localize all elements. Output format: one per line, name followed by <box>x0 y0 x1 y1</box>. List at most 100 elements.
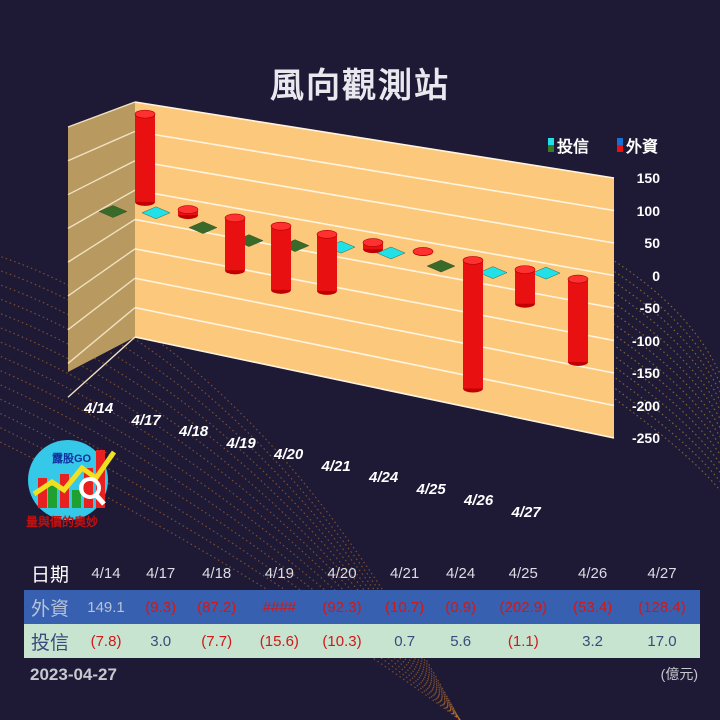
x-tick-label: 4/27 <box>511 503 541 521</box>
bar-top <box>224 213 246 223</box>
dotted-curve <box>0 270 461 720</box>
value-cell: 3.2 <box>561 624 624 658</box>
legend-swatch <box>617 138 623 152</box>
gridline <box>134 130 615 212</box>
dotted-curve <box>559 339 720 474</box>
x-tick-label: 4/19 <box>226 434 256 452</box>
value-cell: (128.4) <box>623 590 700 624</box>
value-cell: (7.8) <box>76 624 137 658</box>
legend-item-investment-trust: 投信 <box>548 133 589 157</box>
bar-body <box>271 226 291 290</box>
y-tick-label: -50 <box>639 300 660 316</box>
date-cell: 4/14 <box>91 564 121 582</box>
chart-3d <box>67 101 615 439</box>
trust-marker <box>376 246 406 260</box>
y-tick-label: 150 <box>636 170 660 186</box>
dotted-curve <box>559 349 720 483</box>
trust-marker <box>188 221 218 234</box>
value-cell: (92.3) <box>310 590 374 624</box>
gridline <box>134 159 615 244</box>
back-wall <box>135 102 614 438</box>
foreign-bar <box>514 265 536 308</box>
y-tick-label: -250 <box>631 430 660 446</box>
date-cell: 4/20 <box>327 564 357 582</box>
value-cell: #### <box>248 590 311 624</box>
bar-body <box>463 260 483 389</box>
x-tick-label: 4/26 <box>464 492 494 509</box>
x-tick-label: 4/20 <box>274 446 304 463</box>
foreign-bar <box>177 205 199 220</box>
table-row-investment-trust: 投信 (7.8) 3.0 (7.7) (15.6) (10.3) 0.7 5.6… <box>24 624 700 658</box>
value-cell: (0.9) <box>435 590 486 624</box>
trust-marker <box>98 205 128 218</box>
dotted-curve <box>559 329 720 465</box>
date-cell: 4/19 <box>264 564 294 582</box>
foreign-bar <box>134 109 156 206</box>
value-cell: (7.7) <box>185 624 248 658</box>
side-gridline <box>67 277 136 331</box>
foreign-bar <box>270 221 292 294</box>
legend-label: 投信 <box>557 139 590 156</box>
value-cell: 5.6 <box>435 624 486 658</box>
value-cell: (15.6) <box>248 624 311 658</box>
bar-body <box>515 269 535 304</box>
date-label: 日期 <box>30 564 69 586</box>
date-cell: 4/21 <box>390 564 420 582</box>
value-cell: (87.2) <box>185 590 248 624</box>
bar-top <box>412 247 434 256</box>
date-cell: 4/25 <box>508 564 538 582</box>
legend-swatch <box>548 138 554 152</box>
foreign-bar <box>224 213 246 275</box>
bar-top <box>134 109 156 119</box>
side-gridline <box>67 248 136 297</box>
y-tick-label: 100 <box>636 202 660 219</box>
trust-marker <box>141 206 171 220</box>
x-tick-label: 4/24 <box>369 469 399 486</box>
page-title: 風向觀測站 <box>270 67 450 105</box>
y-tick-label: -200 <box>631 397 660 414</box>
bar-top <box>514 265 536 274</box>
trust-marker <box>531 266 561 280</box>
gridline <box>134 306 615 407</box>
dotted-curve <box>0 298 461 720</box>
row-label: 投信 <box>24 624 76 658</box>
bar-top <box>177 205 199 214</box>
y-tick-label: 0 <box>652 267 660 284</box>
side-gridline <box>67 336 136 398</box>
unit-label: (億元) <box>660 666 698 682</box>
date-cell: 4/27 <box>647 564 677 582</box>
legend-item-foreign: 外資 <box>617 133 658 157</box>
x-tick-label: 4/25 <box>416 480 446 498</box>
y-tick-label: -150 <box>631 365 660 381</box>
side-gridline <box>67 189 136 229</box>
value-cell: 17.0 <box>623 624 700 658</box>
bar-body <box>317 234 337 291</box>
side-wall <box>68 102 135 372</box>
data-table: 日期 4/14 4/17 4/18 4/19 4/20 4/21 4/24 4/… <box>24 556 700 658</box>
date-cell: 4/18 <box>202 564 232 582</box>
foreign-bar <box>316 230 338 295</box>
bar-top <box>316 230 338 239</box>
bar-top <box>362 238 384 247</box>
date-cell: 4/17 <box>146 564 176 582</box>
dotted-curve <box>0 327 461 720</box>
gridline <box>134 101 615 179</box>
side-gridline <box>67 218 136 263</box>
dotted-curve <box>0 369 461 720</box>
table-header-row: 日期 4/14 4/17 4/18 4/19 4/20 4/21 4/24 4/… <box>24 556 700 590</box>
gridline <box>134 189 615 277</box>
value-cell: 0.7 <box>373 624 436 658</box>
bar-body <box>225 217 245 271</box>
value-cell: 149.1 <box>76 590 137 624</box>
side-gridline <box>67 130 136 162</box>
row-label: 外資 <box>24 590 76 624</box>
trust-marker <box>426 259 456 273</box>
date-cell: 4/26 <box>578 564 608 582</box>
logo: 露股GO 量與價的奧妙 <box>26 440 117 529</box>
gridline <box>134 277 615 374</box>
x-tick-label: 4/21 <box>321 457 351 475</box>
x-tick-label: 4/17 <box>131 411 161 429</box>
side-gridline <box>67 160 136 196</box>
bar-body <box>135 114 155 202</box>
dotted-curve <box>0 355 461 720</box>
